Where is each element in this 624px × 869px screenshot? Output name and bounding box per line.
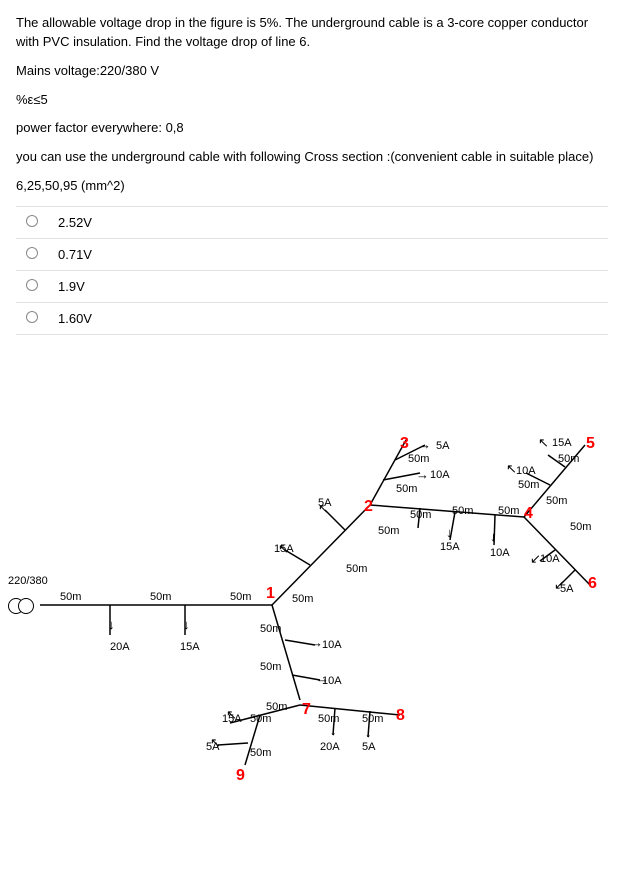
diagram-arrow: ↖ bbox=[538, 435, 549, 451]
diagram-node: 9 bbox=[236, 767, 245, 785]
diagram-label: 5A bbox=[436, 440, 449, 452]
diagram-label: 10A bbox=[516, 465, 536, 477]
radio-icon[interactable] bbox=[26, 215, 38, 227]
diagram-node: 4 bbox=[524, 505, 533, 523]
diagram-label: 50m bbox=[498, 505, 519, 517]
option-row[interactable]: 1.60V bbox=[16, 302, 608, 334]
diagram-arrow: ↓ bbox=[365, 725, 372, 740]
question-p6: 6,25,50,95 (mm^2) bbox=[16, 177, 608, 196]
diagram-label: 50m bbox=[230, 591, 251, 603]
option-row[interactable]: 2.52V bbox=[16, 206, 608, 238]
diagram-label: 50m bbox=[260, 661, 281, 673]
diagram-label: 50m bbox=[518, 479, 539, 491]
diagram-arrow: ↓ bbox=[330, 723, 337, 738]
diagram-arrow: → bbox=[310, 635, 323, 650]
diagram-node: 8 bbox=[396, 707, 405, 725]
diagram-label: 50m bbox=[266, 701, 287, 713]
source-label: 220/380 bbox=[8, 575, 48, 587]
diagram-label: 50m bbox=[362, 713, 383, 725]
option-label: 1.60V bbox=[48, 302, 608, 334]
diagram-arrow: ↓ bbox=[446, 525, 453, 540]
diagram-node: 6 bbox=[588, 575, 597, 593]
circuit-diagram: 220/380 123456789 50m50m50m50m20A15A50m5… bbox=[0, 345, 624, 825]
diagram-label: 20A bbox=[110, 641, 130, 653]
diagram-label: 5A bbox=[362, 741, 375, 753]
options-table: 2.52V 0.71V 1.9V 1.60V bbox=[16, 206, 608, 335]
diagram-arrow: ↖ bbox=[318, 501, 329, 517]
diagram-label: 10A bbox=[540, 553, 560, 565]
diagram-arrow: ↙ bbox=[530, 551, 541, 567]
option-label: 0.71V bbox=[48, 238, 608, 270]
diagram-label: 50m bbox=[452, 505, 473, 517]
option-label: 2.52V bbox=[48, 206, 608, 238]
diagram-node: 5 bbox=[586, 435, 595, 453]
diagram-arrow: ↖ bbox=[210, 735, 221, 751]
diagram-arrow: ↓ bbox=[490, 529, 497, 544]
diagram-label: 50m bbox=[408, 453, 429, 465]
diagram-arrow: ↙ bbox=[554, 577, 565, 593]
diagram-lines bbox=[0, 345, 624, 825]
question-p1: The allowable voltage drop in the figure… bbox=[16, 14, 608, 52]
question-block: The allowable voltage drop in the figure… bbox=[0, 0, 624, 345]
diagram-arrow: ↖ bbox=[226, 707, 237, 723]
question-p3: %ε≤5 bbox=[16, 91, 608, 110]
diagram-arrow: ↖ bbox=[506, 461, 517, 477]
diagram-node: 7 bbox=[302, 701, 311, 719]
diagram-label: 15A bbox=[180, 641, 200, 653]
diagram-label: 10A bbox=[430, 469, 450, 481]
diagram-label: 15A bbox=[440, 541, 460, 553]
diagram-label: 50m bbox=[250, 747, 271, 759]
diagram-arrow: → bbox=[316, 671, 329, 686]
diagram-node: 1 bbox=[266, 585, 275, 603]
source-icon bbox=[8, 598, 40, 614]
question-p4: power factor everywhere: 0,8 bbox=[16, 119, 608, 138]
radio-icon[interactable] bbox=[26, 279, 38, 291]
radio-icon[interactable] bbox=[26, 311, 38, 323]
option-label: 1.9V bbox=[48, 270, 608, 302]
diagram-arrow: ↖ bbox=[278, 541, 289, 557]
diagram-label: 50m bbox=[260, 623, 281, 635]
diagram-arrow: ↓ bbox=[183, 617, 190, 632]
radio-icon[interactable] bbox=[26, 247, 38, 259]
diagram-arrow: → bbox=[418, 437, 431, 452]
diagram-label: 50m bbox=[378, 525, 399, 537]
diagram-label: 50m bbox=[250, 713, 271, 725]
option-row[interactable]: 0.71V bbox=[16, 238, 608, 270]
diagram-label: 50m bbox=[396, 483, 417, 495]
diagram-node: 2 bbox=[364, 498, 373, 516]
diagram-label: 50m bbox=[410, 509, 431, 521]
diagram-label: 50m bbox=[150, 591, 171, 603]
diagram-label: 50m bbox=[60, 591, 81, 603]
diagram-label: 50m bbox=[346, 563, 367, 575]
diagram-label: 50m bbox=[570, 521, 591, 533]
diagram-label: 20A bbox=[320, 741, 340, 753]
diagram-label: 15A bbox=[552, 437, 572, 449]
question-p2: Mains voltage:220/380 V bbox=[16, 62, 608, 81]
diagram-label: 10A bbox=[322, 639, 342, 651]
diagram-arrow: → bbox=[416, 467, 429, 482]
diagram-label: 10A bbox=[490, 547, 510, 559]
diagram-arrow: ↓ bbox=[108, 617, 115, 632]
diagram-label: 50m bbox=[546, 495, 567, 507]
question-p5: you can use the underground cable with f… bbox=[16, 148, 608, 167]
diagram-label: 50m bbox=[558, 453, 579, 465]
diagram-label: 50m bbox=[292, 593, 313, 605]
option-row[interactable]: 1.9V bbox=[16, 270, 608, 302]
diagram-node: 3 bbox=[400, 435, 409, 453]
